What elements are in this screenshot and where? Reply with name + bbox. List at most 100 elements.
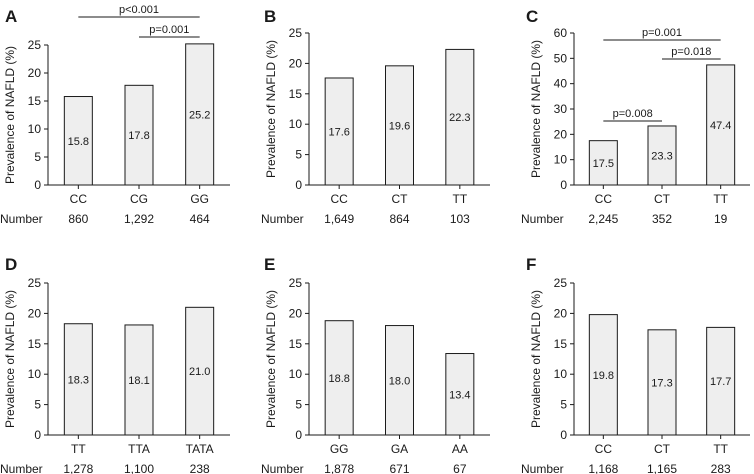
sample-count: 67 xyxy=(453,462,467,474)
y-tick-label: 20 xyxy=(289,306,303,320)
y-tick-label: 25 xyxy=(28,38,42,52)
bar-value-label: 18.1 xyxy=(128,375,149,387)
number-row-label: Number xyxy=(261,462,304,474)
panel-c: C Prevalence of NAFLD (%) 0 10 20 30 40 50 60 17.… xyxy=(521,7,750,226)
bar-value-label: 17.7 xyxy=(710,376,731,388)
x-tick-label: CC xyxy=(595,192,613,206)
bar-value-label: 13.4 xyxy=(449,389,470,401)
y-tick-label: 0 xyxy=(295,428,302,442)
x-tick-label: TT xyxy=(713,192,728,206)
x-tick-label: CC xyxy=(330,192,348,206)
number-row-label: Number xyxy=(0,212,43,226)
bar-cc xyxy=(588,314,618,436)
panel-b: B Prevalence of NAFLD (%) 0 5 10 15 20 25 17.6 CC… xyxy=(261,7,490,226)
panel-letter: F xyxy=(526,255,536,274)
y-tick-label: 20 xyxy=(28,306,42,320)
y-tick-label: 60 xyxy=(554,26,568,40)
p-value-label: p=0.008 xyxy=(613,108,653,120)
bar-cc xyxy=(324,77,354,186)
panel-d: D Prevalence of NAFLD (%) 0 5 10 15 20 25 18.3 TT… xyxy=(0,255,230,474)
sample-count: 860 xyxy=(68,212,88,226)
sample-count: 1,278 xyxy=(63,462,93,474)
sample-count: 103 xyxy=(450,212,470,226)
bar-tt xyxy=(63,323,93,436)
bar-tata xyxy=(185,306,215,436)
x-tick-label: CT xyxy=(654,192,671,206)
sample-count: 1,649 xyxy=(324,212,354,226)
x-tick-label: GG xyxy=(190,192,209,206)
sample-count: 19 xyxy=(714,212,728,226)
y-tick-label: 25 xyxy=(554,276,568,290)
sample-count: 864 xyxy=(389,212,409,226)
sample-count: 1,878 xyxy=(324,462,354,474)
y-tick-label: 20 xyxy=(28,66,42,80)
y-tick-label: 5 xyxy=(295,148,302,162)
sample-count: 1,292 xyxy=(124,212,154,226)
x-tick-label: GA xyxy=(391,442,408,456)
y-tick-label: 15 xyxy=(28,337,42,351)
y-tick-label: 0 xyxy=(34,428,41,442)
bar-value-label: 21.0 xyxy=(189,366,210,378)
bar-tt xyxy=(445,48,475,186)
y-tick-label: 10 xyxy=(554,153,568,167)
panel-letter: B xyxy=(264,7,276,26)
y-tick-label: 40 xyxy=(554,77,568,91)
y-tick-label: 10 xyxy=(28,367,42,381)
y-tick-label: 30 xyxy=(554,102,568,116)
p-value-label: p<0.001 xyxy=(119,4,159,16)
bar-tt xyxy=(706,326,736,436)
sample-count: 1,100 xyxy=(124,462,154,474)
sample-count: 352 xyxy=(652,212,672,226)
y-tick-label: 10 xyxy=(289,367,303,381)
x-tick-label: TTA xyxy=(128,442,150,456)
panel-letter: A xyxy=(5,7,17,26)
bar-value-label: 19.6 xyxy=(389,120,410,132)
y-tick-label: 0 xyxy=(295,178,302,192)
y-axis-title: Prevalence of NAFLD (%) xyxy=(264,290,278,428)
panel-letter: D xyxy=(5,255,17,274)
y-axis-title: Prevalence of NAFLD (%) xyxy=(264,40,278,178)
y-tick-label: 15 xyxy=(554,337,568,351)
x-tick-label: TT xyxy=(452,192,467,206)
y-tick-label: 20 xyxy=(554,306,568,320)
sample-count: 238 xyxy=(190,462,210,474)
bar-ct xyxy=(385,65,414,186)
number-row-label: Number xyxy=(521,462,564,474)
bar-value-label: 17.6 xyxy=(328,126,349,138)
number-row-label: Number xyxy=(0,462,43,474)
x-tick-label: CC xyxy=(595,442,613,456)
y-tick-label: 20 xyxy=(289,56,303,70)
x-tick-label: TT xyxy=(713,442,728,456)
sample-count: 283 xyxy=(711,462,731,474)
sample-count: 2,245 xyxy=(588,212,618,226)
y-tick-label: 10 xyxy=(554,367,568,381)
y-tick-label: 15 xyxy=(289,87,303,101)
y-tick-label: 50 xyxy=(554,51,568,65)
bar-value-label: 19.8 xyxy=(593,370,614,382)
y-tick-label: 5 xyxy=(34,398,41,412)
y-axis-title: Prevalence of NAFLD (%) xyxy=(3,46,17,184)
bar-value-label: 15.8 xyxy=(68,136,89,148)
y-tick-label: 5 xyxy=(560,398,567,412)
bar-value-label: 17.3 xyxy=(651,377,672,389)
sample-count: 671 xyxy=(389,462,409,474)
y-axis-title: Prevalence of NAFLD (%) xyxy=(3,290,17,428)
y-tick-label: 15 xyxy=(28,94,42,108)
y-tick-label: 25 xyxy=(289,26,303,40)
y-axis-title: Prevalence of NAFLD (%) xyxy=(529,290,543,428)
number-row-label: Number xyxy=(261,212,304,226)
sample-count: 1,165 xyxy=(647,462,677,474)
y-tick-label: 10 xyxy=(28,122,42,136)
bar-value-label: 18.0 xyxy=(389,375,410,387)
sample-count: 464 xyxy=(190,212,210,226)
sample-count: 1,168 xyxy=(588,462,618,474)
y-tick-label: 0 xyxy=(34,178,41,192)
bar-cc xyxy=(63,96,93,186)
p-value-label: p=0.001 xyxy=(642,27,682,39)
y-tick-label: 15 xyxy=(289,337,303,351)
y-axis-title: Prevalence of NAFLD (%) xyxy=(529,40,543,178)
y-tick-label: 20 xyxy=(554,127,568,141)
y-tick-label: 0 xyxy=(560,178,567,192)
panel-a: A Prevalence of NAFLD (%) 0 5 10 15 20 25 15.8 CC… xyxy=(0,4,230,226)
